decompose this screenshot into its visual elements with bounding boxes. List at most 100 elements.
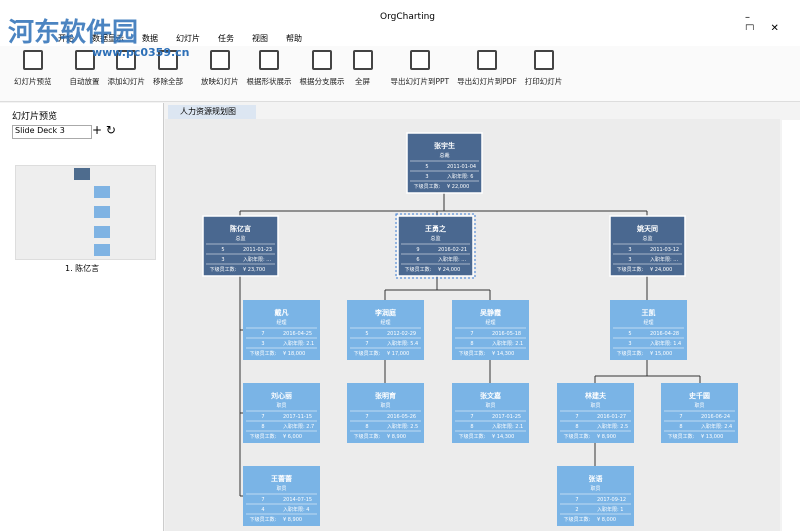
ribbon-icon [533, 50, 554, 70]
ribbon: 幻灯片预览 自动放置 添加幻灯片 移除全部 放映幻灯片 根据形状展示 根据分支展示 全屏 导出幻… [0, 46, 800, 102]
node-role: 经理 [276, 319, 286, 326]
menu-item[interactable]: 任务 [218, 33, 234, 43]
deck-select[interactable]: Slide Deck 3 [12, 125, 92, 139]
ribbon-icon [209, 50, 230, 70]
menu-item[interactable]: 数据显示 [92, 33, 124, 43]
window-title: OrgCharting [380, 12, 435, 22]
node-field: 7 [679, 414, 682, 420]
org-node [243, 383, 320, 443]
node-value: 入职年限: 1.4 [650, 340, 681, 347]
ribbon-button[interactable]: 放映幻灯片 [197, 46, 243, 87]
node-field: 下级员工数: [210, 266, 237, 273]
node-value: ¥ 8,900 [597, 434, 616, 440]
node-field: 2 [575, 507, 578, 513]
ribbon-button[interactable]: 打印幻灯片 [521, 46, 567, 87]
slide-panel: 幻灯片预览 Slide Deck 3 + ↻ 1. 陈亿言 [0, 103, 164, 531]
menu-item[interactable]: 开始 [58, 33, 74, 43]
ribbon-label: 移除全部 [153, 77, 183, 86]
ribbon-button[interactable]: 导出幻灯片到PDF [453, 46, 521, 87]
node-field: 8 [470, 424, 473, 430]
ribbon-button[interactable]: 幻灯片预览 [10, 46, 56, 87]
node-field: 3 [261, 341, 264, 347]
node-field: 8 [365, 424, 368, 430]
node-name: 李润庭 [374, 308, 397, 317]
org-node [557, 383, 634, 443]
ribbon-button[interactable]: 导出幻灯片到PPT [387, 46, 454, 87]
node-role: 职员 [380, 403, 390, 409]
ribbon-label: 打印幻灯片 [524, 77, 563, 86]
ribbon-button[interactable]: 根据形状展示 [243, 46, 296, 87]
ribbon-button[interactable]: 移除全部 [149, 46, 187, 87]
slide-thumbnail[interactable] [15, 165, 156, 260]
node-field: 下级员工数: [354, 433, 381, 440]
add-deck[interactable]: + ↻ [92, 123, 116, 137]
node-field: 9 [416, 247, 419, 253]
node-field: 6 [416, 257, 419, 263]
org-node [347, 300, 424, 360]
node-value: ¥ 24,000 [438, 267, 460, 273]
org-node [243, 300, 320, 360]
node-value: 2017-01-25 [492, 414, 521, 420]
ribbon-label: 放映幻灯片 [201, 77, 239, 86]
node-field: 7 [470, 414, 473, 420]
slide-caption: 1. 陈亿言 [65, 264, 100, 273]
node-value: 2017-11-15 [283, 414, 312, 420]
ribbon-icon [74, 50, 95, 70]
node-field: 8 [575, 424, 578, 430]
node-value: 入职年限: 2.1 [492, 423, 523, 430]
node-name: 王蔷蔷 [271, 474, 292, 483]
node-value: 入职年限: 4 [283, 506, 309, 513]
node-field: 7 [261, 497, 264, 503]
node-role: 总裁 [439, 152, 449, 159]
node-value: 入职年限: 2.5 [597, 423, 628, 430]
ribbon-label: 全屏 [355, 77, 370, 86]
node-value: ¥ 8,000 [597, 517, 616, 523]
org-node [557, 466, 634, 526]
ribbon-button[interactable]: 添加幻灯片 [104, 46, 150, 87]
menu-item[interactable]: 数据 [142, 33, 158, 43]
node-value: ¥ 14,300 [492, 434, 514, 440]
node-name: 王勇之 [425, 224, 446, 233]
node-field: 下级员工数: [617, 266, 644, 273]
node-name: 王凯 [642, 308, 656, 317]
menu-item[interactable]: 视图 [252, 33, 268, 43]
ribbon-button[interactable]: 全屏 [349, 46, 377, 87]
node-field: 4 [261, 507, 264, 513]
ribbon-label: 导出幻灯片到PDF [457, 77, 517, 86]
menu-bar: 开始 数据显示 数据 幻灯片 任务 视图 帮助 [0, 30, 800, 46]
node-field: 7 [261, 331, 264, 337]
node-field: 下级员工数: [564, 516, 591, 523]
node-field: 下级员工数: [354, 350, 381, 357]
org-node [347, 383, 424, 443]
ribbon-button[interactable]: 根据分支展示 [296, 46, 349, 87]
node-role: 总监 [235, 235, 245, 242]
node-value: 2011-01-23 [243, 247, 272, 253]
node-field: 下级员工数: [617, 350, 644, 357]
node-role: 总监 [642, 235, 652, 242]
node-role: 职员 [590, 486, 600, 492]
window-controls[interactable]: –□✕ [745, 12, 795, 34]
ribbon-button[interactable]: 自动放置 [66, 46, 104, 87]
node-field: 3 [628, 247, 631, 253]
node-value: 入职年限: 2.4 [701, 423, 732, 430]
node-name: 吴静霞 [480, 308, 502, 317]
org-node [609, 215, 686, 277]
ribbon-label: 根据形状展示 [246, 77, 292, 86]
node-role: 总监 [430, 235, 440, 242]
node-field: 8 [261, 424, 264, 430]
node-value: 入职年限: 2.1 [492, 340, 523, 347]
node-value: 入职年限: 5.4 [387, 340, 418, 347]
menu-item[interactable]: 幻灯片 [176, 33, 200, 43]
watermark: 河东软件园 [8, 18, 139, 48]
org-node [661, 383, 738, 443]
node-value: ¥ 8,900 [283, 517, 302, 523]
node-field: 下级员工数: [459, 350, 486, 357]
node-value: 2016-04-28 [650, 331, 679, 337]
menu-item[interactable]: 帮助 [286, 33, 302, 43]
node-value: 2011-01-04 [447, 164, 476, 170]
document-tab[interactable]: 人力资源规划图 [168, 105, 256, 119]
node-name: 姚天同 [636, 224, 658, 233]
node-field: 下级员工数: [564, 433, 591, 440]
node-field: 3 [425, 174, 428, 180]
